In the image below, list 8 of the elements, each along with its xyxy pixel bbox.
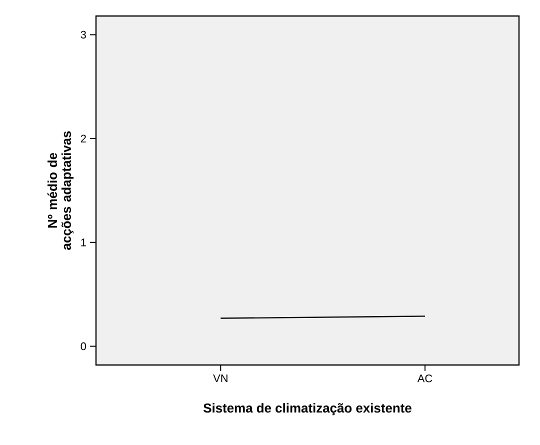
x-tick-label: VN: [213, 374, 228, 382]
x-tick-label: AC: [417, 374, 432, 382]
x-axis-title: Sistema de climatização existente: [203, 403, 412, 416]
y-tick-label: 1: [81, 238, 86, 246]
y-tick-label: 2: [80, 134, 86, 142]
y-tick-label: 3: [80, 30, 86, 39]
y-tick-label: 0: [80, 342, 86, 350]
y-axis-title: Nº médio de acções adaptativas: [47, 131, 74, 250]
